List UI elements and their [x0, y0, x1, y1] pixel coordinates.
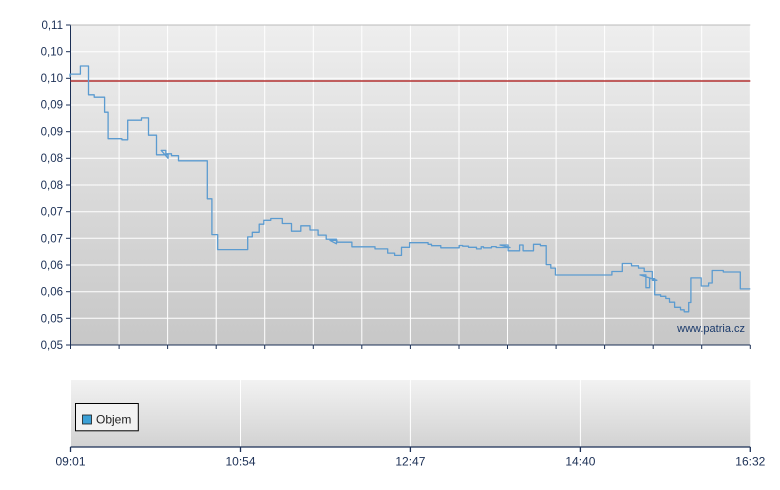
svg-text:09:01: 09:01 — [55, 455, 85, 469]
svg-text:16:32: 16:32 — [735, 455, 765, 469]
svg-text:0,10: 0,10 — [41, 73, 63, 85]
svg-text:12:47: 12:47 — [395, 455, 425, 469]
svg-text:0,07: 0,07 — [41, 234, 63, 246]
svg-text:0,05: 0,05 — [41, 340, 63, 352]
svg-text:0,09: 0,09 — [41, 100, 63, 112]
svg-text:0,06: 0,06 — [41, 260, 63, 272]
svg-text:0,08: 0,08 — [41, 180, 63, 192]
svg-text:0,06: 0,06 — [41, 287, 63, 299]
svg-text:14:40: 14:40 — [565, 455, 595, 469]
svg-text:0,11: 0,11 — [41, 20, 63, 32]
svg-text:0,09: 0,09 — [41, 127, 63, 139]
svg-text:0,08: 0,08 — [41, 153, 63, 165]
svg-text:www.patria.cz: www.patria.cz — [676, 323, 745, 335]
svg-text:0,07: 0,07 — [41, 207, 63, 219]
svg-text:Objem: Objem — [96, 413, 131, 427]
svg-text:10:54: 10:54 — [225, 455, 255, 469]
svg-text:0,10: 0,10 — [41, 47, 63, 59]
svg-text:0,05: 0,05 — [41, 314, 63, 326]
